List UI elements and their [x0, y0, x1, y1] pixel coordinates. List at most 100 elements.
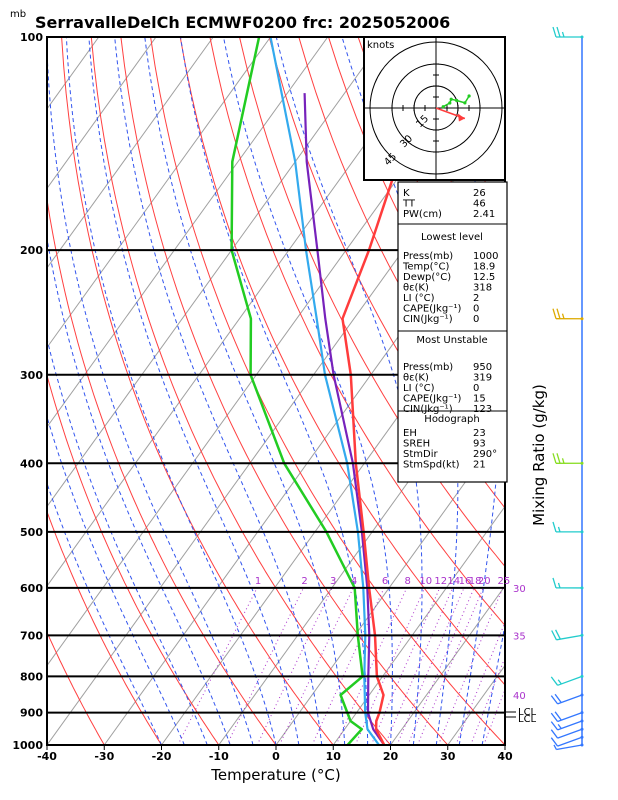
lowest-level-header: Lowest level — [421, 232, 483, 243]
temperature-tick-label: -20 — [152, 750, 172, 763]
mixing-ratio-label: 8 — [405, 576, 411, 587]
wind-barb — [550, 727, 584, 739]
index-value: 2.41 — [473, 209, 495, 220]
index-label: StmDir — [403, 449, 438, 460]
wind-barb-feather — [550, 676, 559, 686]
wind-barb-feather — [554, 693, 562, 703]
wind-barb-feather — [550, 737, 559, 747]
wind-barb-feather — [555, 629, 561, 640]
temperature-tick-label: -30 — [94, 750, 114, 763]
mixing-ratio-label: 40 — [513, 691, 526, 702]
wind-barb-half-feather — [561, 313, 565, 319]
temperature-tick-label: 40 — [497, 750, 513, 763]
temperature-tick-label: 10 — [326, 750, 342, 763]
wind-barb-base — [580, 719, 584, 723]
moist-adiabat — [223, 37, 393, 745]
mixing-ratio-label: 18 — [469, 576, 482, 587]
wind-barb-half-feather — [557, 679, 562, 685]
moist-adiabat — [47, 235, 231, 745]
dry-adiabat — [47, 631, 105, 745]
index-label: CIN(Jkg⁻¹) — [403, 314, 453, 325]
wind-barb-staff — [557, 736, 583, 747]
hodograph-ring — [369, 41, 503, 175]
mixing-ratio-label: 12 — [434, 576, 447, 587]
mixing-ratio-axis-label: Mixing Ratio (g/kg) — [530, 384, 548, 526]
dewpoint-profile — [230, 37, 364, 745]
wind-barb-feather — [552, 521, 557, 533]
wind-barb-feather — [552, 453, 557, 464]
pressure-tick-label: 400 — [20, 457, 43, 470]
wind-barb-base — [580, 727, 584, 731]
wind-barb — [550, 674, 584, 686]
moist-adiabat — [47, 481, 162, 745]
index-label: CAPE(Jkg⁻¹) — [403, 394, 461, 405]
wind-barb-base — [580, 735, 584, 739]
wind-barb-base — [580, 711, 584, 715]
mixing-ratio-label: 14 — [447, 576, 460, 587]
mixing-ratio-label: 2 — [301, 576, 307, 587]
pressure-tick-label: 500 — [20, 526, 43, 539]
wind-barb — [550, 711, 584, 723]
mixing-ratio-label: 3 — [330, 576, 336, 587]
mixing-ratio-label: 1 — [255, 576, 261, 587]
wind-barb-feather — [556, 453, 561, 464]
wind-barb — [551, 629, 584, 641]
wind-barb-feather — [556, 26, 561, 38]
index-value: 1000 — [473, 251, 498, 262]
mixing-ratio-label: 4 — [351, 576, 357, 587]
wind-barb-feather — [551, 630, 557, 641]
index-value: 15 — [473, 394, 486, 405]
index-label: Dewp(°C) — [403, 272, 451, 283]
index-value: 319 — [473, 373, 492, 384]
index-value: 0 — [473, 304, 479, 315]
pressure-tick-label: 200 — [20, 244, 43, 257]
wind-barb-base — [580, 35, 584, 39]
indices-box — [397, 181, 508, 483]
lcl-label: LCL — [518, 707, 537, 718]
wind-barb-base — [580, 530, 584, 534]
wind-barb-half-feather — [561, 31, 565, 38]
index-value: 12.5 — [473, 272, 495, 283]
index-label: θε(K) — [403, 283, 429, 294]
storm-motion-arrowhead — [457, 113, 465, 122]
isotherm-line — [390, 585, 505, 745]
mixing-ratio-line — [354, 587, 426, 745]
hodograph-point — [448, 101, 452, 105]
wind-barb — [552, 308, 584, 321]
hodograph-point — [467, 94, 471, 98]
mixing-ratio-label: 6 — [382, 576, 388, 587]
wind-barb-staff — [557, 711, 583, 723]
isotherm-line — [47, 37, 329, 428]
index-value: 21 — [473, 460, 486, 471]
wind-barb — [552, 521, 584, 534]
wind-barb-feather — [556, 308, 561, 319]
dry-adiabat — [47, 510, 163, 745]
hodograph-trace — [435, 94, 471, 122]
wind-barb-base — [580, 633, 584, 637]
dry-adiabat — [120, 37, 449, 745]
temperature-tick-label: 20 — [383, 750, 399, 763]
moist-adiabat — [47, 337, 208, 745]
hodograph-point — [449, 97, 453, 101]
wind-barb-staff — [557, 675, 583, 686]
dry-adiabat — [47, 196, 277, 745]
wind-barb-feather — [550, 729, 559, 739]
dry-adiabat — [47, 373, 220, 745]
wind-barb — [552, 26, 584, 39]
isotherm-line — [47, 37, 157, 190]
index-label: CAPE(Jkg⁻¹) — [403, 304, 461, 315]
hodograph: knots 15 30 45 — [363, 36, 506, 181]
dry-adiabat — [61, 37, 334, 745]
index-value: 290° — [473, 449, 497, 460]
temperature-tick-label: -40 — [37, 750, 57, 763]
dry-adiabat — [239, 37, 505, 568]
isotherm-line — [103, 187, 505, 745]
wind-barb — [553, 743, 584, 751]
index-label: LI (°C) — [403, 293, 435, 304]
moist-adiabat — [275, 37, 423, 745]
index-label: Temp(°C) — [402, 262, 450, 273]
hodograph-point — [441, 105, 445, 109]
mixing-ratio-label: 20 — [478, 576, 491, 587]
